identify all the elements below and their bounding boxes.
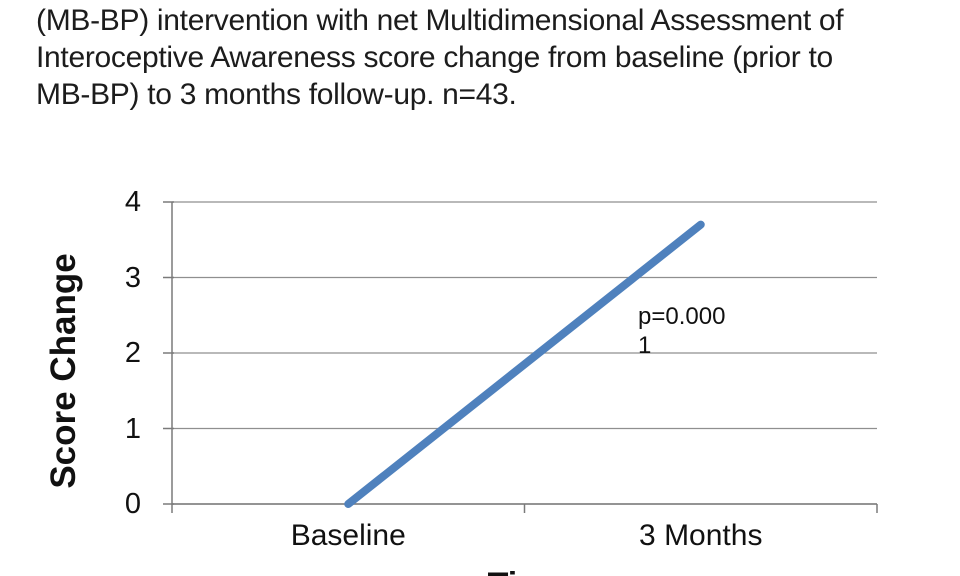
x-category-label: 3 Months xyxy=(639,519,763,552)
series-line xyxy=(344,220,705,508)
y-tick-label: 4 xyxy=(124,186,141,218)
x-category-label: Baseline xyxy=(290,519,406,552)
y-tick-label: 1 xyxy=(124,412,141,445)
y-tick-label: 2 xyxy=(124,337,141,369)
caption-line: (MB-BP) intervention with net Multidimen… xyxy=(36,4,844,37)
caption-line: MB-BP) to 3 months follow-up. n=43. xyxy=(36,78,517,111)
caption-line: Interoceptive Awareness score change fro… xyxy=(36,41,833,74)
y-tick-label: 0 xyxy=(124,488,141,520)
x-axis-title: Time xyxy=(488,566,567,576)
figure-caption: (MB-BP) intervention with net Multidimen… xyxy=(36,2,844,113)
p-value-line: 1 xyxy=(638,332,652,359)
y-tick-label: 3 xyxy=(124,261,141,294)
p-value-line: p=0.000 xyxy=(638,303,726,330)
p-value-annotation: p=0.000 1 xyxy=(638,302,725,360)
